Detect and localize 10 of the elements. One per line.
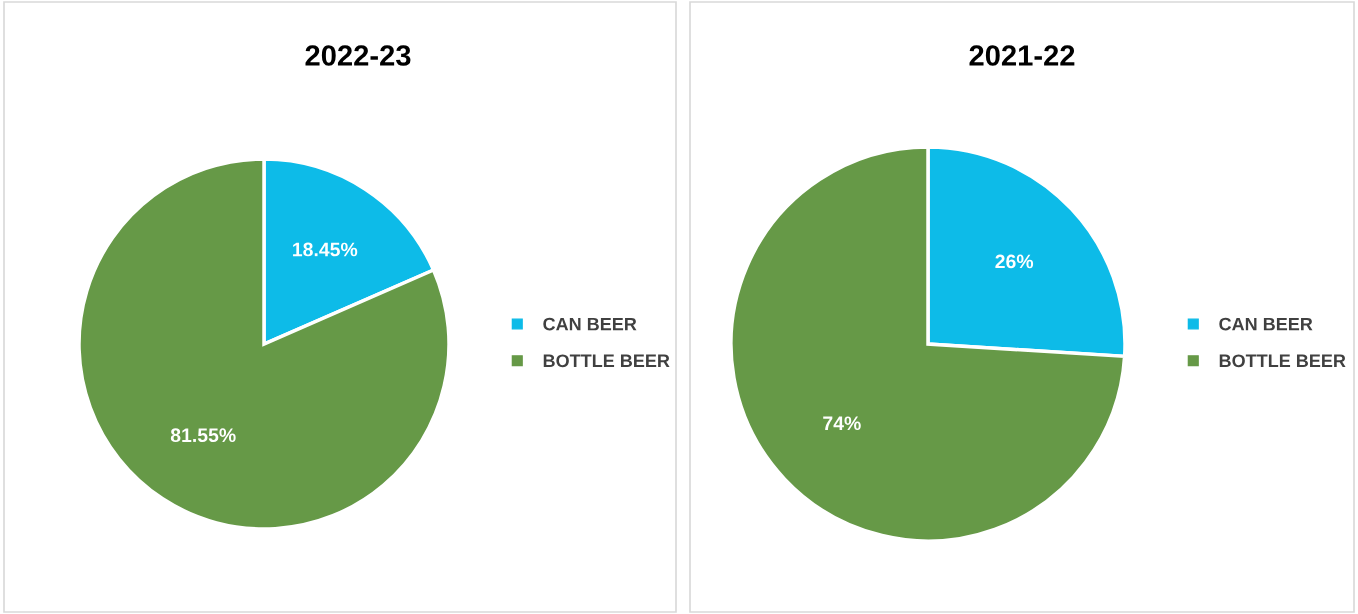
- data-label: 26%: [995, 254, 1034, 269]
- legend-label: BOTTLE BEER: [1219, 354, 1346, 368]
- legend-label: CAN BEER: [1219, 317, 1313, 331]
- legend-label: CAN BEER: [543, 317, 637, 331]
- data-label: 18.45%: [293, 242, 358, 257]
- data-label: 81.55%: [170, 428, 236, 443]
- legend-label: BOTTLE BEER: [543, 354, 670, 368]
- chart-title: 2021-22: [969, 45, 1075, 66]
- data-label: 74%: [823, 416, 861, 431]
- chart-title: 2022-23: [305, 45, 411, 66]
